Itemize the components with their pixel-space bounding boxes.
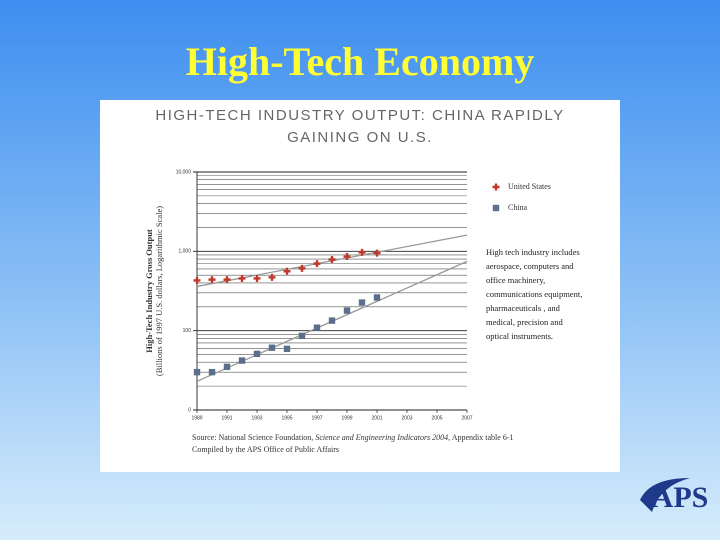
annotation: medical, precision and <box>486 317 563 327</box>
source-part: Source: National Science Foundation, <box>192 433 315 442</box>
x-tick-label: 2005 <box>431 415 442 421</box>
x-tick-label: 2007 <box>461 415 472 421</box>
annotation: aerospace, computers and <box>486 261 574 271</box>
us-point <box>193 276 201 284</box>
y-axis-label: (Billions of 1997 U.S. dollars, Logarith… <box>154 206 164 376</box>
china-point <box>268 344 276 351</box>
x-tick-label: 2003 <box>401 415 412 421</box>
y-tick-label: 1,000 <box>178 249 191 255</box>
y-tick-label: 0 <box>188 407 191 413</box>
y-tick-label: 100 <box>183 328 192 334</box>
annotation: pharmaceuticals , and <box>486 303 561 313</box>
china-point <box>208 368 216 376</box>
y-tick-label: 10,000 <box>176 169 192 175</box>
annotation: High tech industry includes <box>486 247 580 257</box>
x-tick-label: 1997 <box>311 415 322 421</box>
us-point <box>268 273 276 281</box>
us-point <box>298 264 306 272</box>
us-point <box>343 253 351 261</box>
annotation: optical instruments. <box>486 331 553 341</box>
china-point <box>283 345 291 353</box>
logo-swoosh <box>640 478 690 512</box>
chart-title: GAINING ON U.S. <box>287 129 433 146</box>
x-tick-label: 1993 <box>251 415 262 421</box>
china-point <box>313 324 321 331</box>
x-tick-label: 1991 <box>221 415 232 421</box>
source: Source: National Science Foundation, Sci… <box>192 433 514 442</box>
china-point <box>328 317 336 324</box>
us-point <box>328 255 336 263</box>
logo-text: APS <box>652 481 709 514</box>
china-point <box>492 204 500 212</box>
x-tick-label: 2001 <box>371 415 382 421</box>
slide-title: High-Tech Economy <box>186 39 535 84</box>
china-point <box>373 294 381 301</box>
credit: Compiled by the APS Office of Public Aff… <box>192 445 339 454</box>
china-point <box>238 357 246 364</box>
chart-panel <box>100 100 620 472</box>
china-point <box>193 368 201 376</box>
us-point <box>223 276 231 284</box>
us-point <box>373 249 381 257</box>
annotation: communications equipment, <box>486 289 582 299</box>
china-point <box>223 363 231 371</box>
china-point <box>343 307 351 314</box>
chart-title: HIGH-TECH INDUSTRY OUTPUT: CHINA RAPIDLY <box>155 107 564 124</box>
us-point <box>238 274 246 282</box>
china-point <box>358 299 366 306</box>
y-axis-label: High-Tech Industry Gross Output <box>144 229 154 353</box>
us-point <box>313 260 321 268</box>
us-point <box>283 267 291 275</box>
us-point <box>253 274 261 282</box>
source-part: Science and Engineering Indicators 2004 <box>315 433 448 442</box>
source-part: , Appendix table 6-1 <box>448 433 513 442</box>
us-point <box>492 183 500 191</box>
x-tick-label: 1995 <box>281 415 292 421</box>
legend-label: United States <box>508 182 551 191</box>
logo: APS <box>640 478 708 514</box>
china-point <box>253 350 261 358</box>
china-point <box>298 332 306 340</box>
x-tick-label: 1989 <box>191 415 202 421</box>
annotation: office machinery, <box>486 275 545 285</box>
legend-label: China <box>508 203 528 212</box>
x-tick-label: 1999 <box>341 415 352 421</box>
us-point <box>358 248 366 256</box>
us-point <box>208 276 216 284</box>
